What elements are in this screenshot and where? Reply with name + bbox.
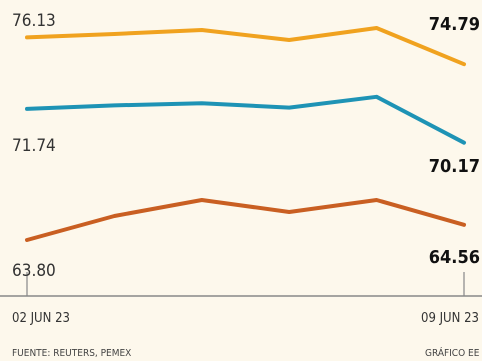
end-value-label-2: 70.17 [429,156,480,177]
start-value-label-3: 63.80 [12,261,56,281]
series-line-1 [25,26,466,67]
end-value-label-1: 74.79 [429,14,480,35]
end-value-label-3: 64.56 [429,247,480,268]
x-start-label: 02 JUN 23 [12,311,70,326]
start-value-label-1: 76.13 [12,11,56,31]
credit-label: GRÁFICO EE [425,346,480,359]
series-line-3 [25,198,466,242]
x-end-label: 09 JUN 23 [421,311,479,326]
source-label: FUENTE: REUTERS, PEMEX [12,348,131,359]
series-line-2 [25,94,466,145]
start-value-label-2: 71.74 [12,136,56,156]
